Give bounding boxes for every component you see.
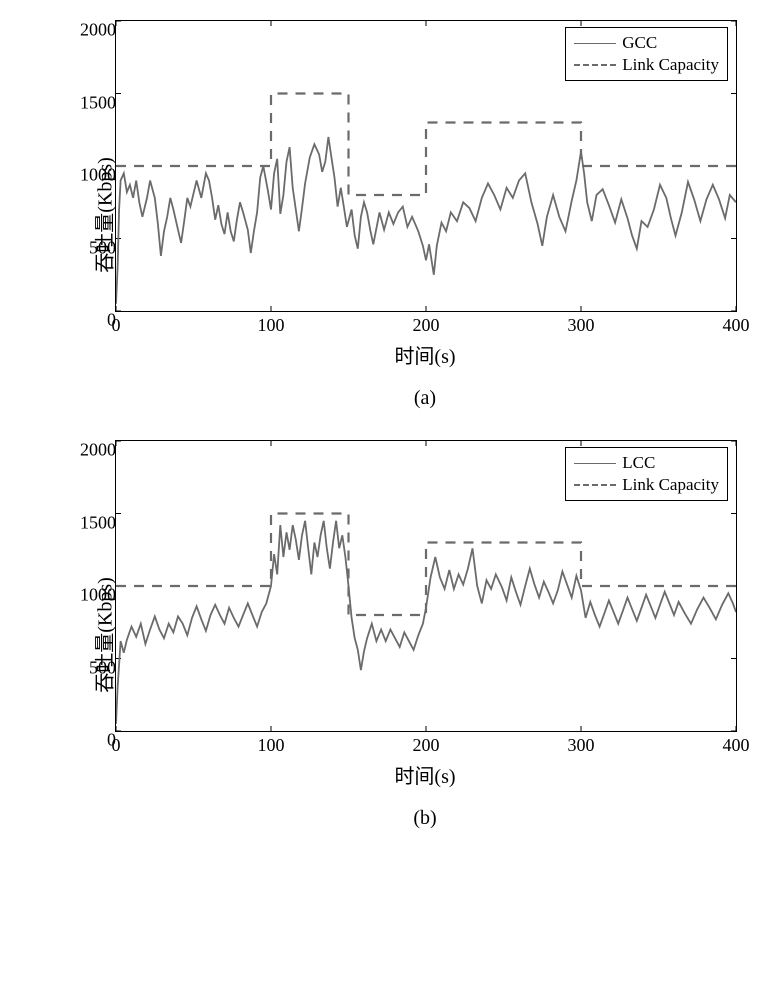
- y-tick-label: 500: [66, 237, 116, 258]
- legend-swatch-series: [574, 463, 616, 464]
- legend-label-capacity: Link Capacity: [622, 55, 719, 75]
- y-tick-label: 2000: [66, 20, 116, 41]
- x-tick-label: 200: [413, 735, 440, 756]
- x-axis-label: 时间(s): [115, 340, 735, 369]
- legend-swatch-capacity: [574, 64, 616, 66]
- x-tick-label: 100: [258, 735, 285, 756]
- legend: LCCLink Capacity: [565, 447, 728, 501]
- x-tick-label: 0: [112, 735, 121, 756]
- y-tick-label: 1000: [66, 585, 116, 606]
- capacity-line: [116, 514, 736, 616]
- x-tick-label: 400: [723, 315, 750, 336]
- x-tick-label: 300: [568, 735, 595, 756]
- x-tick-label: 300: [568, 315, 595, 336]
- panel-caption: (b): [115, 807, 735, 830]
- y-tick-label: 2000: [66, 440, 116, 461]
- legend-swatch-series: [574, 43, 616, 44]
- legend: GCCLink Capacity: [565, 27, 728, 81]
- plot-area: LCCLink Capacity050010001500200001002003…: [115, 440, 737, 732]
- legend-label-series: LCC: [622, 453, 655, 473]
- legend-label-capacity: Link Capacity: [622, 475, 719, 495]
- y-tick-label: 1000: [66, 165, 116, 186]
- chart-panel-b: 吞吐量(Kbps)LCCLink Capacity050010001500200…: [20, 440, 755, 830]
- y-tick-label: 0: [66, 730, 116, 751]
- series-line: [116, 137, 736, 304]
- x-tick-label: 100: [258, 315, 285, 336]
- x-tick-label: 200: [413, 315, 440, 336]
- y-tick-label: 1500: [66, 92, 116, 113]
- x-tick-label: 400: [723, 735, 750, 756]
- x-tick-label: 0: [112, 315, 121, 336]
- chart-panel-a: 吞吐量(Kbps)GCCLink Capacity050010001500200…: [20, 20, 755, 410]
- y-tick-label: 0: [66, 310, 116, 331]
- x-axis-label: 时间(s): [115, 760, 735, 789]
- y-tick-label: 1500: [66, 512, 116, 533]
- legend-label-series: GCC: [622, 33, 657, 53]
- panel-caption: (a): [115, 387, 735, 410]
- legend-swatch-capacity: [574, 484, 616, 486]
- plot-area: GCCLink Capacity050010001500200001002003…: [115, 20, 737, 312]
- y-tick-label: 500: [66, 657, 116, 678]
